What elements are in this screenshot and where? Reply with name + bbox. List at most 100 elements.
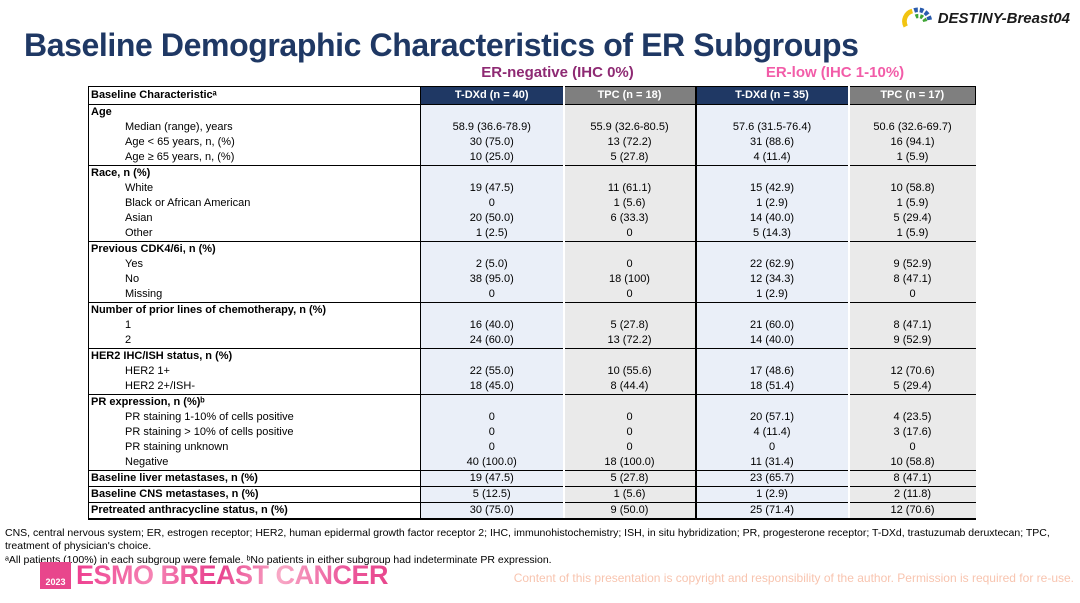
cell-value: [694, 165, 849, 181]
table-row: Number of prior lines of chemotherapy, n…: [88, 302, 976, 318]
footnote-text: ᵃAll patients (100%) in each subgroup we…: [5, 553, 552, 566]
cell-value: 15 (42.9): [694, 181, 849, 196]
cell-value: 31 (88.6): [694, 135, 849, 150]
table-body: Age Median (range), years 58.9 (36.6-78.9)…: [88, 104, 976, 520]
row-label: Previous CDK4/6i, n (%): [88, 241, 421, 257]
row-label: Race, n (%): [88, 165, 421, 181]
cell-value: 6 (33.3): [562, 211, 696, 226]
row-label: Black or African American: [88, 196, 421, 211]
cell-value: 57.6 (31.5-76.4): [694, 120, 849, 135]
cell-value: [847, 348, 976, 364]
cell-value: [847, 165, 976, 181]
cell-value: 38 (95.0): [420, 272, 564, 287]
cell-value: 4 (23.5): [847, 410, 976, 425]
table-row: Race, n (%): [88, 165, 976, 181]
cell-value: 24 (60.0): [420, 333, 564, 349]
column-header-tdxd-40: T-DXd (n = 40): [420, 86, 564, 105]
cell-value: [420, 104, 564, 120]
cell-value: 2 (11.8): [847, 486, 976, 503]
row-label: White: [88, 181, 421, 196]
cell-value: 13 (72.2): [562, 135, 696, 150]
table-row: Median (range), years 58.9 (36.6-78.9) 55.…: [88, 120, 976, 135]
cell-value: 9 (50.0): [562, 502, 696, 520]
cell-value: 2 (5.0): [420, 257, 564, 272]
cell-value: [847, 302, 976, 318]
cell-value: 14 (40.0): [694, 333, 849, 349]
column-header-tdxd-35: T-DXd (n = 35): [694, 86, 849, 105]
table-group-headers: ER-negative (IHC 0%) ER-low (IHC 1-10%): [88, 64, 975, 84]
table-row: Yes 2 (5.0) 0 22 (62.9) 9 (52.9): [88, 257, 976, 272]
table-row: Other 1 (2.5) 0 5 (14.3) 1 (5.9): [88, 226, 976, 242]
table-row: PR expression, n (%)ᵇ: [88, 394, 976, 410]
cell-value: 0: [562, 440, 696, 455]
cell-value: 12 (70.6): [847, 364, 976, 379]
table-row: Pretreated anthracycline status, n (%) 30…: [88, 502, 976, 520]
cell-value: 0: [420, 196, 564, 211]
cell-value: 0: [847, 440, 976, 455]
destiny-arc-icon: [901, 7, 932, 28]
cell-value: 23 (65.7): [694, 470, 849, 487]
table-row: Age < 65 years, n, (%) 30 (75.0) 13 (72.2)…: [88, 135, 976, 150]
table-row: Asian 20 (50.0) 6 (33.3) 14 (40.0) 5 (29.4): [88, 211, 976, 226]
table-row: HER2 1+ 22 (55.0) 10 (55.6) 17 (48.6) 12 (70…: [88, 364, 976, 379]
cell-value: 1 (5.9): [847, 150, 976, 166]
row-label: Number of prior lines of chemotherapy, n…: [88, 302, 421, 318]
cell-value: 1 (5.6): [562, 196, 696, 211]
cell-value: 18 (100): [562, 272, 696, 287]
row-label: Pretreated anthracycline status, n (%): [88, 502, 421, 520]
esmo-year-badge: 2023: [40, 562, 71, 589]
row-label: PR staining 1-10% of cells positive: [88, 410, 421, 425]
cell-value: 14 (40.0): [694, 211, 849, 226]
brand-name: DESTINY-Breast04: [937, 9, 1070, 27]
cell-value: 19 (47.5): [420, 181, 564, 196]
cell-value: [847, 394, 976, 410]
cell-value: [420, 394, 564, 410]
cell-value: 22 (62.9): [694, 257, 849, 272]
cell-value: 1 (5.9): [847, 226, 976, 242]
cell-value: 0: [420, 425, 564, 440]
cell-value: 58.9 (36.6-78.9): [420, 120, 564, 135]
row-label: Missing: [88, 287, 421, 303]
cell-value: 0: [562, 410, 696, 425]
table-row: Baseline CNS metastases, n (%) 5 (12.5) 1 …: [88, 486, 976, 503]
cell-value: 0: [562, 287, 696, 303]
cell-value: 0: [420, 287, 564, 303]
row-label: Age ≥ 65 years, n, (%): [88, 150, 421, 166]
cell-value: 19 (47.5): [420, 470, 564, 487]
row-label: 1: [88, 318, 421, 333]
cell-value: 30 (75.0): [420, 135, 564, 150]
cell-value: 0: [562, 257, 696, 272]
cell-value: 0: [420, 410, 564, 425]
cell-value: 0: [694, 440, 849, 455]
cell-value: [847, 104, 976, 120]
cell-value: 16 (94.1): [847, 135, 976, 150]
cell-value: 4 (11.4): [694, 150, 849, 166]
cell-value: 18 (100.0): [562, 455, 696, 471]
table-row: Black or African American 0 1 (5.6) 1 (2.9)…: [88, 196, 976, 211]
cell-value: 20 (57.1): [694, 410, 849, 425]
cell-value: [420, 165, 564, 181]
cell-value: [562, 165, 696, 181]
table-row: HER2 2+/ISH- 18 (45.0) 8 (44.4) 18 (51.4) 5 …: [88, 379, 976, 395]
cell-value: 1 (2.9): [694, 196, 849, 211]
table-row: Previous CDK4/6i, n (%): [88, 241, 976, 257]
cell-value: 0: [562, 425, 696, 440]
cell-value: [694, 348, 849, 364]
row-label: No: [88, 272, 421, 287]
cell-value: [694, 394, 849, 410]
cell-value: 5 (14.3): [694, 226, 849, 242]
er-negative-group-label: ER-negative (IHC 0%): [481, 64, 634, 81]
cell-value: 1 (5.6): [562, 486, 696, 503]
table-row: PR staining unknown 0 0 0 0: [88, 440, 976, 455]
cell-value: 0: [847, 287, 976, 303]
cell-value: 18 (45.0): [420, 379, 564, 395]
row-label: PR staining > 10% of cells positive: [88, 425, 421, 440]
cell-value: [694, 302, 849, 318]
table-row: White 19 (47.5) 11 (61.1) 15 (42.9) 10 (58.8…: [88, 181, 976, 196]
cell-value: 16 (40.0): [420, 318, 564, 333]
cell-value: 22 (55.0): [420, 364, 564, 379]
table-row: No 38 (95.0) 18 (100) 12 (34.3) 8 (47.1): [88, 272, 976, 287]
er-low-group-label: ER-low (IHC 1-10%): [765, 64, 905, 81]
row-label: Age < 65 years, n, (%): [88, 135, 421, 150]
